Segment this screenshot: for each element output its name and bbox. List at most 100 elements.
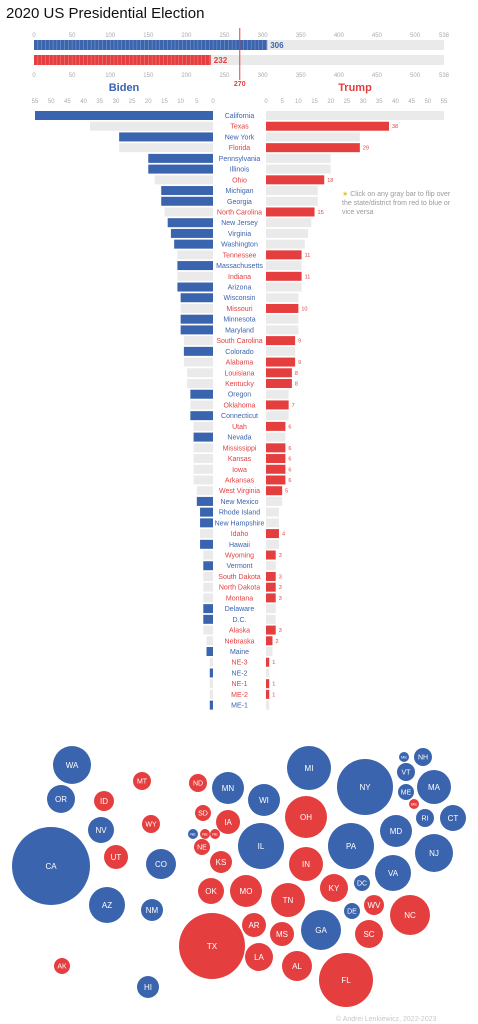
state-bubble[interactable]: KS	[210, 851, 232, 873]
state-bubble[interactable]: VT	[397, 763, 415, 781]
flip-bar[interactable]	[266, 700, 270, 710]
bubble-circle[interactable]	[398, 784, 414, 800]
state-bubble[interactable]: TN	[271, 883, 305, 917]
bubble-circle[interactable]	[216, 810, 240, 834]
state-bubble[interactable]: AK	[54, 958, 70, 974]
state-bubble[interactable]: SC	[355, 920, 383, 948]
bubble-circle[interactable]	[210, 829, 220, 839]
state-row[interactable]: 2 Nebraska	[206, 636, 279, 646]
bubble-circle[interactable]	[337, 759, 393, 815]
flip-bar[interactable]	[266, 346, 296, 356]
flip-bar[interactable]	[209, 657, 213, 667]
state-bubble[interactable]: WA	[53, 746, 91, 784]
bubble-circle[interactable]	[354, 875, 370, 891]
state-row[interactable]: Illinois	[148, 164, 331, 174]
state-bubble[interactable]: OR	[47, 785, 75, 813]
flip-bar[interactable]	[154, 175, 213, 185]
flip-bar[interactable]	[266, 293, 299, 303]
flip-bar[interactable]	[193, 475, 213, 485]
state-row[interactable]: 38 Texas	[90, 121, 398, 131]
flip-bar[interactable]	[266, 432, 286, 442]
state-bubble[interactable]: RI	[416, 809, 434, 827]
state-bubble[interactable]: NV	[88, 817, 114, 843]
state-bubble[interactable]: NE	[210, 829, 220, 839]
flip-bar[interactable]	[266, 325, 299, 335]
state-row[interactable]: 6 Arkansas	[193, 475, 292, 485]
flip-bar[interactable]	[209, 679, 213, 689]
state-row[interactable]: Arizona	[177, 282, 302, 292]
state-row[interactable]: Rhode Island	[200, 507, 279, 517]
bubble-circle[interactable]	[344, 903, 360, 919]
state-row[interactable]: Pennsylvania	[148, 153, 331, 163]
bubble-circle[interactable]	[414, 748, 432, 766]
state-row[interactable]: 1 NE-1	[209, 679, 276, 689]
bubble-circle[interactable]	[380, 815, 412, 847]
bubble-circle[interactable]	[301, 910, 341, 950]
flip-bar[interactable]	[187, 379, 213, 388]
state-row[interactable]: D.C.	[203, 614, 276, 624]
state-row[interactable]: 3 North Dakota	[203, 582, 282, 592]
state-row[interactable]: 8 Louisiana	[187, 368, 298, 378]
flip-bar[interactable]	[266, 518, 279, 528]
state-bubble[interactable]: MA	[417, 770, 451, 804]
bubble-circle[interactable]	[289, 847, 323, 881]
bubble-circle[interactable]	[94, 791, 114, 811]
state-row[interactable]: Delaware	[203, 604, 276, 614]
flip-bar[interactable]	[193, 443, 213, 453]
state-bubble[interactable]: ID	[94, 791, 114, 811]
state-bubble[interactable]: MS	[270, 922, 294, 946]
flip-bar[interactable]	[266, 496, 283, 506]
bubble-circle[interactable]	[198, 878, 224, 904]
flip-bar[interactable]	[266, 132, 360, 142]
flip-bar[interactable]	[206, 636, 213, 646]
bubble-circle[interactable]	[417, 770, 451, 804]
state-bubble[interactable]: VA	[375, 855, 411, 891]
state-bubble[interactable]: OH	[285, 796, 327, 838]
state-row[interactable]: Oregon	[190, 389, 289, 399]
state-row[interactable]: New Jersey	[167, 218, 312, 228]
bubble-circle[interactable]	[271, 883, 305, 917]
state-bubble[interactable]: MO	[230, 875, 262, 907]
flip-bar[interactable]	[266, 153, 331, 163]
state-row[interactable]: 8 Kentucky	[187, 379, 298, 388]
flip-bar[interactable]	[190, 400, 213, 410]
flip-bar[interactable]	[177, 250, 213, 260]
state-bubble[interactable]: ME	[399, 752, 409, 762]
flip-bar[interactable]	[203, 582, 213, 592]
bubble-circle[interactable]	[179, 913, 245, 979]
state-bubble[interactable]: SD	[195, 805, 211, 821]
state-row[interactable]: 9 Alabama	[183, 357, 301, 367]
flip-bar[interactable]	[180, 303, 213, 313]
bubble-circle[interactable]	[195, 805, 211, 821]
state-bubble[interactable]: NY	[337, 759, 393, 815]
state-row[interactable]: 6 Iowa	[193, 464, 292, 474]
bubble-circle[interactable]	[285, 796, 327, 838]
state-bubble[interactable]: ME	[409, 799, 419, 809]
flip-bar[interactable]	[90, 121, 213, 131]
flip-bar[interactable]	[266, 186, 318, 196]
state-row[interactable]: 3 South Dakota	[203, 571, 282, 581]
state-bubble[interactable]: MI	[287, 746, 331, 790]
state-row[interactable]: California	[35, 111, 444, 120]
flip-bar[interactable]	[266, 507, 279, 517]
flip-bar[interactable]	[119, 143, 213, 153]
flip-bar[interactable]	[193, 454, 213, 464]
state-row[interactable]: Colorado	[183, 346, 296, 356]
bubble-circle[interactable]	[142, 815, 160, 833]
flip-bar[interactable]	[196, 486, 213, 496]
state-bubble[interactable]: UT	[104, 845, 128, 869]
flip-bar[interactable]	[200, 529, 213, 539]
state-row[interactable]: 3 Montana	[203, 593, 282, 603]
state-row[interactable]: 6 Mississippi	[193, 443, 292, 453]
state-row[interactable]: 4 Idaho	[200, 529, 285, 539]
bubble-circle[interactable]	[200, 829, 210, 839]
bubble-circle[interactable]	[245, 943, 273, 971]
bubble-circle[interactable]	[89, 887, 125, 923]
state-row[interactable]: 18 Ohio	[154, 175, 334, 185]
flip-bar[interactable]	[203, 593, 213, 603]
bubble-circle[interactable]	[194, 839, 210, 855]
flip-bar[interactable]	[164, 207, 213, 217]
state-bubble[interactable]: WI	[248, 784, 280, 816]
bubble-circle[interactable]	[242, 913, 266, 937]
flip-bar[interactable]	[209, 689, 213, 699]
